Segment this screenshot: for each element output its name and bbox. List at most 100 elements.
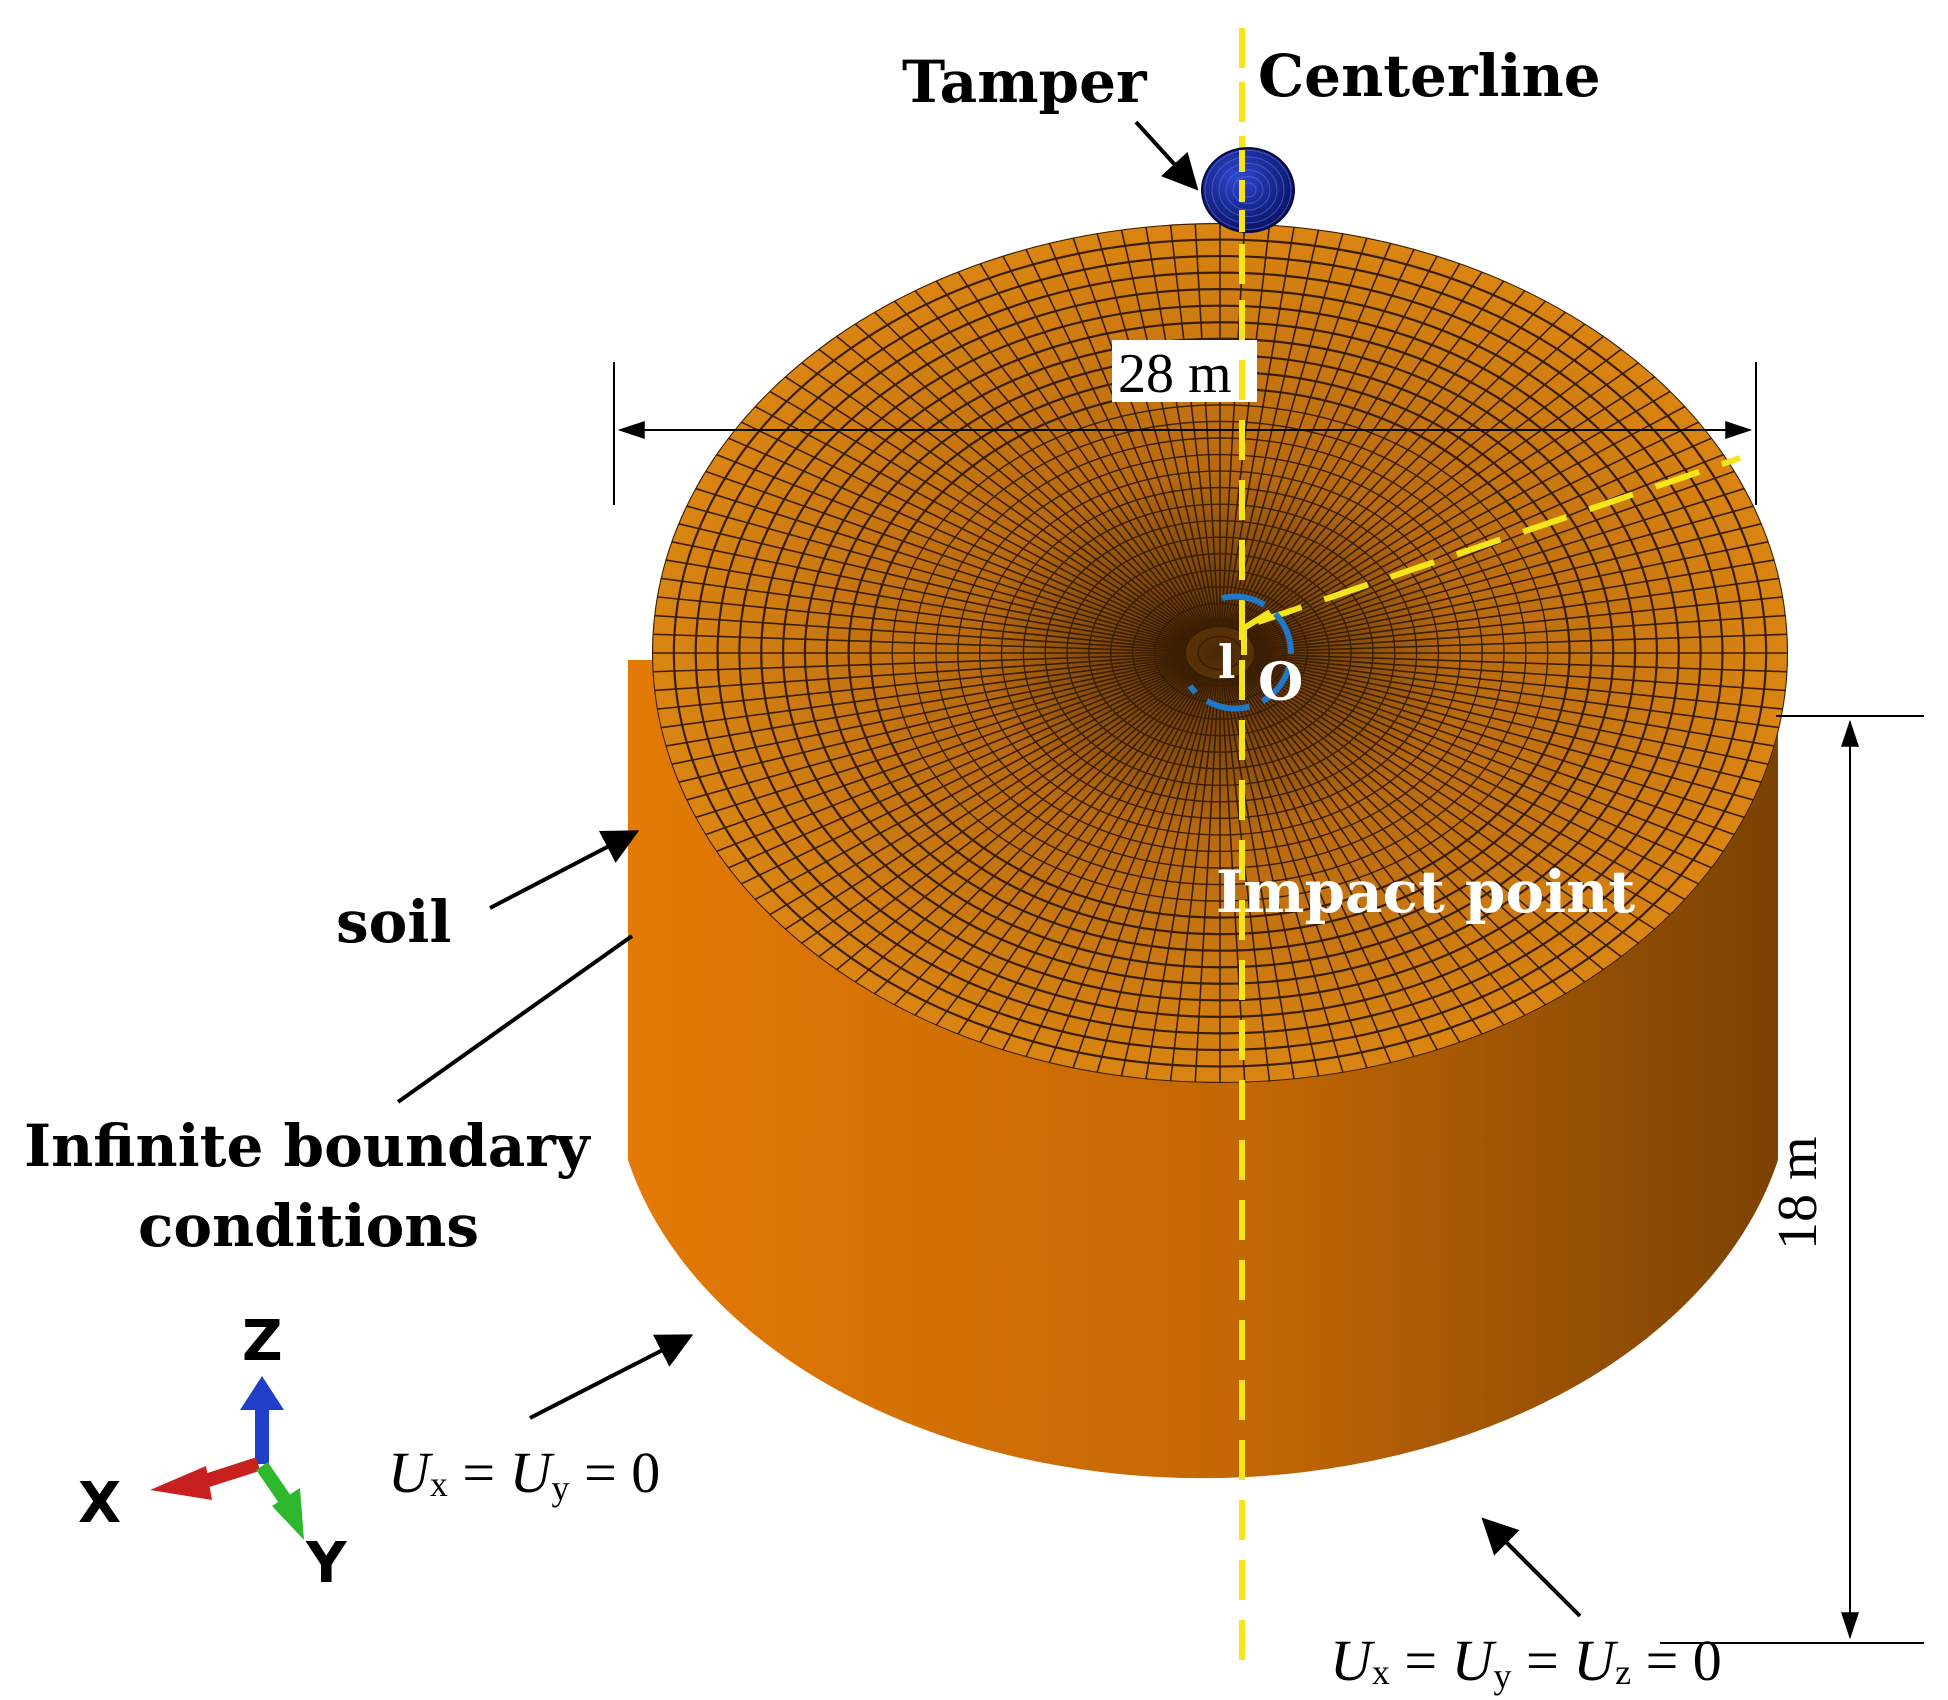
mesh-spoke bbox=[1249, 664, 1725, 853]
mesh-spoke bbox=[914, 289, 1203, 632]
mesh-spoke bbox=[652, 633, 1186, 653]
radius-line bbox=[1257, 455, 1741, 625]
mesh-spoke bbox=[1230, 676, 1415, 1058]
mesh-spoke bbox=[1248, 666, 1700, 885]
mesh-spoke bbox=[1251, 662, 1746, 819]
mesh-spoke bbox=[1240, 311, 1567, 634]
mesh-spoke bbox=[784, 375, 1195, 638]
soil-label: soil bbox=[336, 888, 451, 956]
tamper-mesh-ring bbox=[1204, 150, 1292, 230]
mesh-spoke bbox=[1252, 659, 1762, 784]
mesh-spoke bbox=[1245, 375, 1656, 638]
mesh-spoke bbox=[893, 673, 1202, 1006]
mesh-spoke bbox=[1233, 675, 1461, 1044]
infinite-boundary-label-1: Infinite boundary bbox=[24, 1112, 592, 1180]
bottom-boundary-pointer bbox=[1481, 1517, 1582, 1618]
mesh-spoke bbox=[1253, 614, 1786, 652]
mesh-spoke bbox=[1253, 577, 1780, 650]
side-boundary-equation: Ux = Uy = 0 bbox=[388, 1440, 660, 1508]
mesh-spoke bbox=[1251, 487, 1746, 644]
mesh-spoke bbox=[727, 437, 1191, 641]
mesh-spoke bbox=[654, 614, 1187, 652]
mesh-spoke bbox=[1222, 678, 1271, 1082]
origin-ring bbox=[1187, 593, 1294, 712]
mesh-spoke bbox=[754, 667, 1193, 901]
soil-cylinder bbox=[628, 223, 1788, 1479]
mesh-spoke bbox=[768, 668, 1194, 916]
mesh-spoke bbox=[1252, 540, 1769, 648]
mesh-spoke bbox=[1096, 677, 1214, 1074]
mesh-spoke bbox=[754, 405, 1193, 639]
mesh-spoke bbox=[1237, 674, 1526, 1017]
mesh-spoke bbox=[1072, 677, 1212, 1069]
mesh-spoke bbox=[1250, 470, 1736, 643]
axis-z-label: Z bbox=[242, 1309, 283, 1374]
mesh-spoke bbox=[654, 654, 1187, 692]
mesh-spoke bbox=[686, 505, 1189, 645]
mesh-spoke bbox=[1241, 672, 1586, 983]
mesh-spoke bbox=[678, 659, 1188, 784]
mesh-spoke bbox=[835, 335, 1198, 635]
infinite-boundary-pointer bbox=[396, 934, 634, 1104]
mesh-spoke bbox=[800, 361, 1196, 637]
diameter-dimension: 28 m bbox=[613, 340, 1757, 505]
mesh-spoke bbox=[656, 596, 1187, 651]
mesh-spoke bbox=[1252, 658, 1769, 766]
tamper-mesh-ring bbox=[1232, 176, 1264, 204]
mesh-spoke bbox=[1232, 255, 1439, 630]
mesh-spoke bbox=[1120, 678, 1215, 1077]
mesh-spoke bbox=[671, 540, 1188, 648]
mesh-spoke bbox=[1242, 335, 1605, 635]
mesh-spoke bbox=[873, 672, 1200, 995]
tamper-pointer bbox=[1134, 120, 1199, 191]
mesh-spoke bbox=[817, 670, 1197, 958]
mesh-spoke bbox=[694, 662, 1189, 819]
centerline-label: Centerline bbox=[1258, 42, 1601, 110]
mesh-spoke bbox=[1247, 405, 1686, 639]
mesh-spoke bbox=[957, 675, 1205, 1035]
mesh-spoke bbox=[665, 657, 1187, 747]
diameter-label-box bbox=[1112, 340, 1257, 402]
mesh-spoke bbox=[652, 653, 1186, 673]
mesh-spoke bbox=[704, 470, 1190, 643]
mesh-spoke bbox=[1226, 677, 1344, 1074]
tamper bbox=[1201, 147, 1295, 233]
mesh-spoke bbox=[1194, 678, 1220, 1083]
mesh-spoke bbox=[665, 559, 1187, 649]
mesh-spoke bbox=[914, 674, 1203, 1017]
mesh-spoke bbox=[1244, 361, 1640, 637]
mesh-spoke bbox=[1243, 348, 1623, 636]
mesh-spoke bbox=[671, 658, 1188, 766]
origin-marker: l O bbox=[1187, 593, 1303, 713]
mesh-spoke bbox=[1238, 673, 1547, 1006]
mesh-spoke bbox=[660, 656, 1187, 729]
mesh-spoke bbox=[1243, 670, 1623, 958]
impact-point-label: Impact point bbox=[1216, 858, 1635, 926]
mesh-spoke bbox=[715, 664, 1191, 853]
tamper-mesh-ring bbox=[1218, 163, 1278, 217]
tamper-body bbox=[1201, 147, 1295, 233]
mesh-spoke bbox=[1001, 255, 1208, 630]
bottom-boundary-equation: Ux = Uy = Uz = 0 bbox=[1330, 1628, 1722, 1696]
axis-y-arrowhead bbox=[272, 1488, 304, 1540]
origin-label: O bbox=[1258, 652, 1303, 713]
origin-tick: l bbox=[1218, 635, 1235, 689]
mesh-spoke bbox=[1048, 677, 1211, 1064]
mesh-spoke bbox=[957, 271, 1205, 631]
mesh-spoke bbox=[1236, 280, 1505, 632]
mesh-spoke bbox=[1246, 668, 1672, 916]
mesh-spoke bbox=[1251, 661, 1754, 801]
coordinate-triad: Z X Y bbox=[78, 1309, 348, 1596]
mesh-spoke bbox=[1254, 633, 1788, 653]
mesh-spoke bbox=[1220, 678, 1246, 1083]
tamper-mesh-ring bbox=[1225, 169, 1271, 211]
mesh-spoke bbox=[1001, 676, 1208, 1051]
mesh-spoke bbox=[817, 348, 1197, 636]
mesh-spoke bbox=[686, 661, 1189, 801]
mesh-spoke bbox=[1253, 657, 1775, 747]
mesh-spoke bbox=[678, 522, 1188, 647]
mesh-spoke bbox=[835, 671, 1198, 971]
axis-x-label: X bbox=[78, 1471, 121, 1536]
infinite-boundary-label-2: conditions bbox=[138, 1192, 479, 1260]
